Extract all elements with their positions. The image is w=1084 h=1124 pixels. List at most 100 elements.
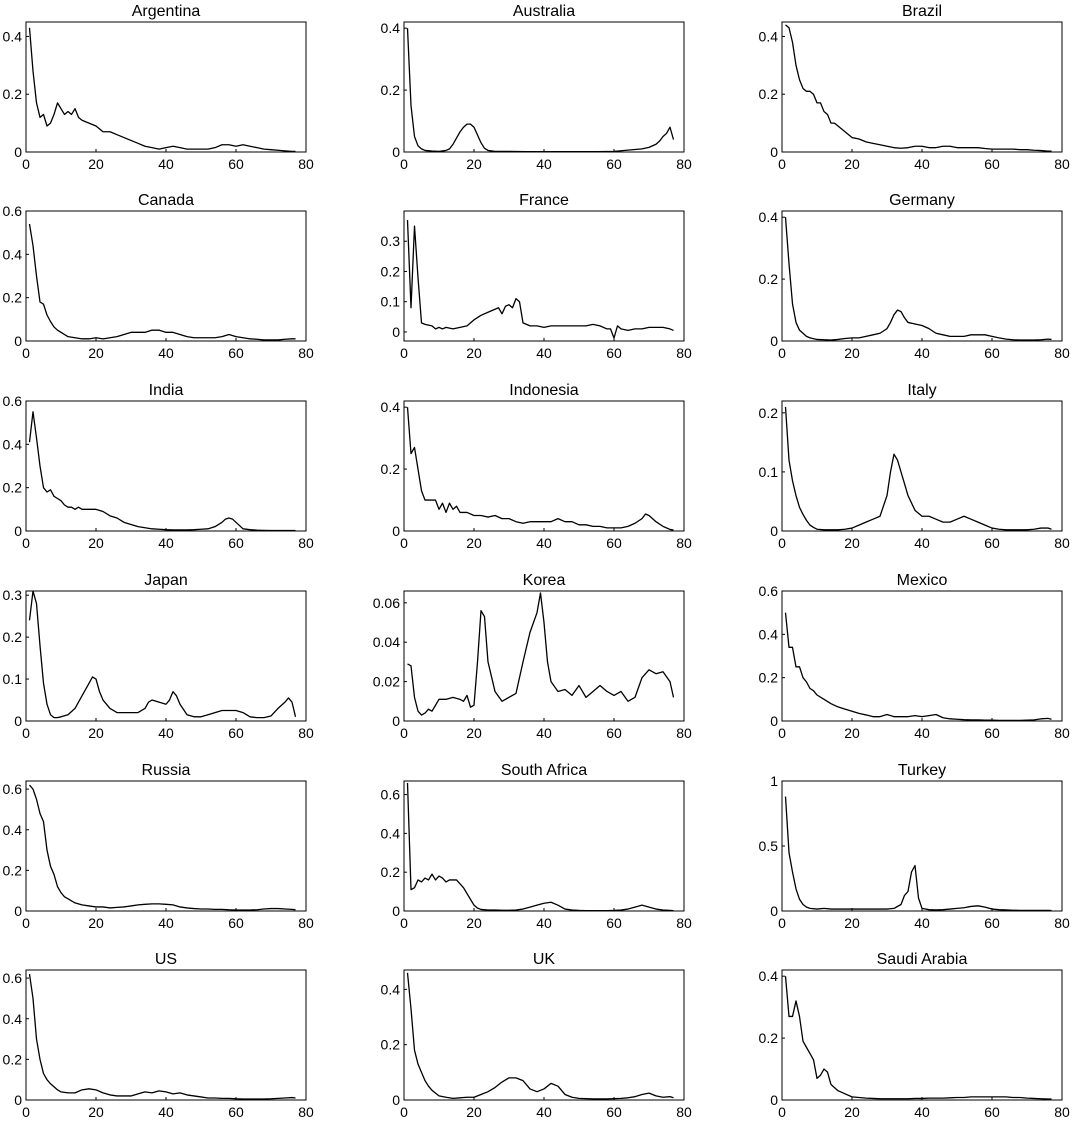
subplot-title: Argentina xyxy=(132,3,201,20)
y-tick-label: 0.6 xyxy=(3,970,23,986)
plot-frame xyxy=(403,210,685,342)
y-tick-label: 0.1 xyxy=(759,464,779,480)
x-tick-label: 40 xyxy=(914,345,930,361)
x-tick-label: 80 xyxy=(1054,725,1070,741)
y-tick-label: 0.2 xyxy=(381,263,401,279)
subplot-germany: Germany 0 20 40 60 80 0 0.2 0.4 xyxy=(759,192,1070,361)
y-tick-label: 0.2 xyxy=(759,271,779,287)
x-tick-label: 20 xyxy=(466,725,482,741)
x-tick-label: 60 xyxy=(606,156,622,172)
y-tick-label: 0.1 xyxy=(381,294,401,310)
x-tick-label: 20 xyxy=(88,156,104,172)
subplot-title: Indonesia xyxy=(509,382,578,399)
x-tick-label: 80 xyxy=(1054,156,1070,172)
x-tick-label: 60 xyxy=(984,1104,1000,1120)
x-tick-label: 20 xyxy=(88,915,104,931)
y-tick-label: 0.1 xyxy=(3,671,23,687)
x-tick-label: 80 xyxy=(676,156,692,172)
x-tick-label: 60 xyxy=(228,156,244,172)
x-tick-label: 80 xyxy=(676,725,692,741)
x-tick-label: 0 xyxy=(778,915,786,931)
plot-frame xyxy=(781,590,1063,722)
x-tick-label: 60 xyxy=(984,156,1000,172)
y-tick-label: 0.6 xyxy=(3,781,23,797)
subplot-france: France 0 20 40 60 80 0 0.1 0.2 0.3 xyxy=(381,192,692,361)
series-line xyxy=(785,24,1052,152)
y-tick-label: 0 xyxy=(14,903,22,919)
x-tick-label: 20 xyxy=(466,915,482,931)
y-tick-label: 0.2 xyxy=(3,1051,23,1067)
subplot-mexico: Mexico 0 20 40 60 80 0 0.2 0.4 0.6 xyxy=(759,572,1070,741)
x-tick-label: 80 xyxy=(1054,1104,1070,1120)
series-line xyxy=(784,406,1052,531)
series-line xyxy=(28,591,297,719)
subplot-title: Germany xyxy=(889,192,955,209)
y-tick-label: 0 xyxy=(392,144,400,160)
x-tick-label: 80 xyxy=(1054,345,1070,361)
x-tick-label: 60 xyxy=(228,1104,244,1120)
y-tick-label: 0.06 xyxy=(373,595,400,611)
x-tick-label: 0 xyxy=(22,535,30,551)
y-tick-label: 0 xyxy=(770,903,778,919)
plot-frame xyxy=(403,969,685,1101)
x-tick-label: 0 xyxy=(778,535,786,551)
x-tick-label: 80 xyxy=(298,345,314,361)
x-tick-label: 40 xyxy=(158,725,174,741)
x-tick-label: 0 xyxy=(400,725,408,741)
y-tick-label: 0.2 xyxy=(381,82,401,98)
series-line xyxy=(407,592,675,716)
x-tick-label: 0 xyxy=(22,345,30,361)
x-tick-label: 60 xyxy=(984,345,1000,361)
x-tick-label: 40 xyxy=(914,156,930,172)
y-tick-label: 0.6 xyxy=(3,203,23,219)
x-tick-label: 80 xyxy=(298,1104,314,1120)
x-tick-label: 40 xyxy=(914,535,930,551)
x-tick-label: 40 xyxy=(914,725,930,741)
x-tick-label: 80 xyxy=(1054,915,1070,931)
y-tick-label: 0.2 xyxy=(3,86,23,102)
y-tick-label: 0 xyxy=(14,144,22,160)
y-tick-label: 0.2 xyxy=(759,670,779,686)
x-tick-label: 20 xyxy=(88,725,104,741)
y-tick-label: 0 xyxy=(770,713,778,729)
subplot-title: Korea xyxy=(523,572,566,589)
x-tick-label: 20 xyxy=(844,345,860,361)
x-tick-label: 40 xyxy=(158,915,174,931)
plot-frame xyxy=(781,780,1063,912)
y-tick-label: 0.2 xyxy=(381,1037,401,1053)
y-tick-label: 0.3 xyxy=(3,587,23,603)
x-tick-label: 0 xyxy=(778,156,786,172)
x-tick-label: 40 xyxy=(158,156,174,172)
y-tick-label: 0.2 xyxy=(3,862,23,878)
subplot-russia: Russia 0 20 40 60 80 0 0.2 0.4 0.6 xyxy=(3,762,314,931)
x-tick-label: 20 xyxy=(466,1104,482,1120)
x-tick-label: 20 xyxy=(88,535,104,551)
x-tick-label: 40 xyxy=(158,1104,174,1120)
series-line xyxy=(784,217,1052,341)
subplot-saudi-arabia: Saudi Arabia 0 20 40 60 80 0 0.2 0.4 xyxy=(759,951,1070,1120)
series-line xyxy=(784,976,1052,1100)
x-tick-label: 80 xyxy=(298,535,314,551)
plot-frame xyxy=(25,590,307,722)
subplot-japan: Japan 0 20 40 60 80 0 0.1 0.2 0.3 xyxy=(3,572,314,741)
series-line xyxy=(406,782,674,911)
y-tick-label: 0.4 xyxy=(3,436,23,452)
x-tick-label: 60 xyxy=(228,725,244,741)
plot-frame xyxy=(25,21,307,153)
subplot-canada: Canada 0 20 40 60 80 0 0.2 0.4 0.6 xyxy=(3,192,314,361)
subplot-uk: UK 0 20 40 60 80 0 0.2 0.4 xyxy=(381,951,692,1120)
y-tick-label: 0.3 xyxy=(381,233,401,249)
x-tick-label: 80 xyxy=(676,1104,692,1120)
y-tick-label: 0 xyxy=(392,713,400,729)
series-line xyxy=(28,223,296,341)
y-tick-label: 0 xyxy=(770,333,778,349)
subplot-title: Russia xyxy=(142,762,191,779)
y-tick-label: 0.2 xyxy=(381,864,401,880)
x-tick-label: 20 xyxy=(88,345,104,361)
y-tick-label: 0 xyxy=(14,713,22,729)
y-tick-label: 0.4 xyxy=(759,968,779,984)
y-tick-label: 0.4 xyxy=(381,981,401,997)
y-tick-label: 0.4 xyxy=(381,825,401,841)
x-tick-label: 40 xyxy=(536,345,552,361)
plot-frame xyxy=(781,400,1063,532)
